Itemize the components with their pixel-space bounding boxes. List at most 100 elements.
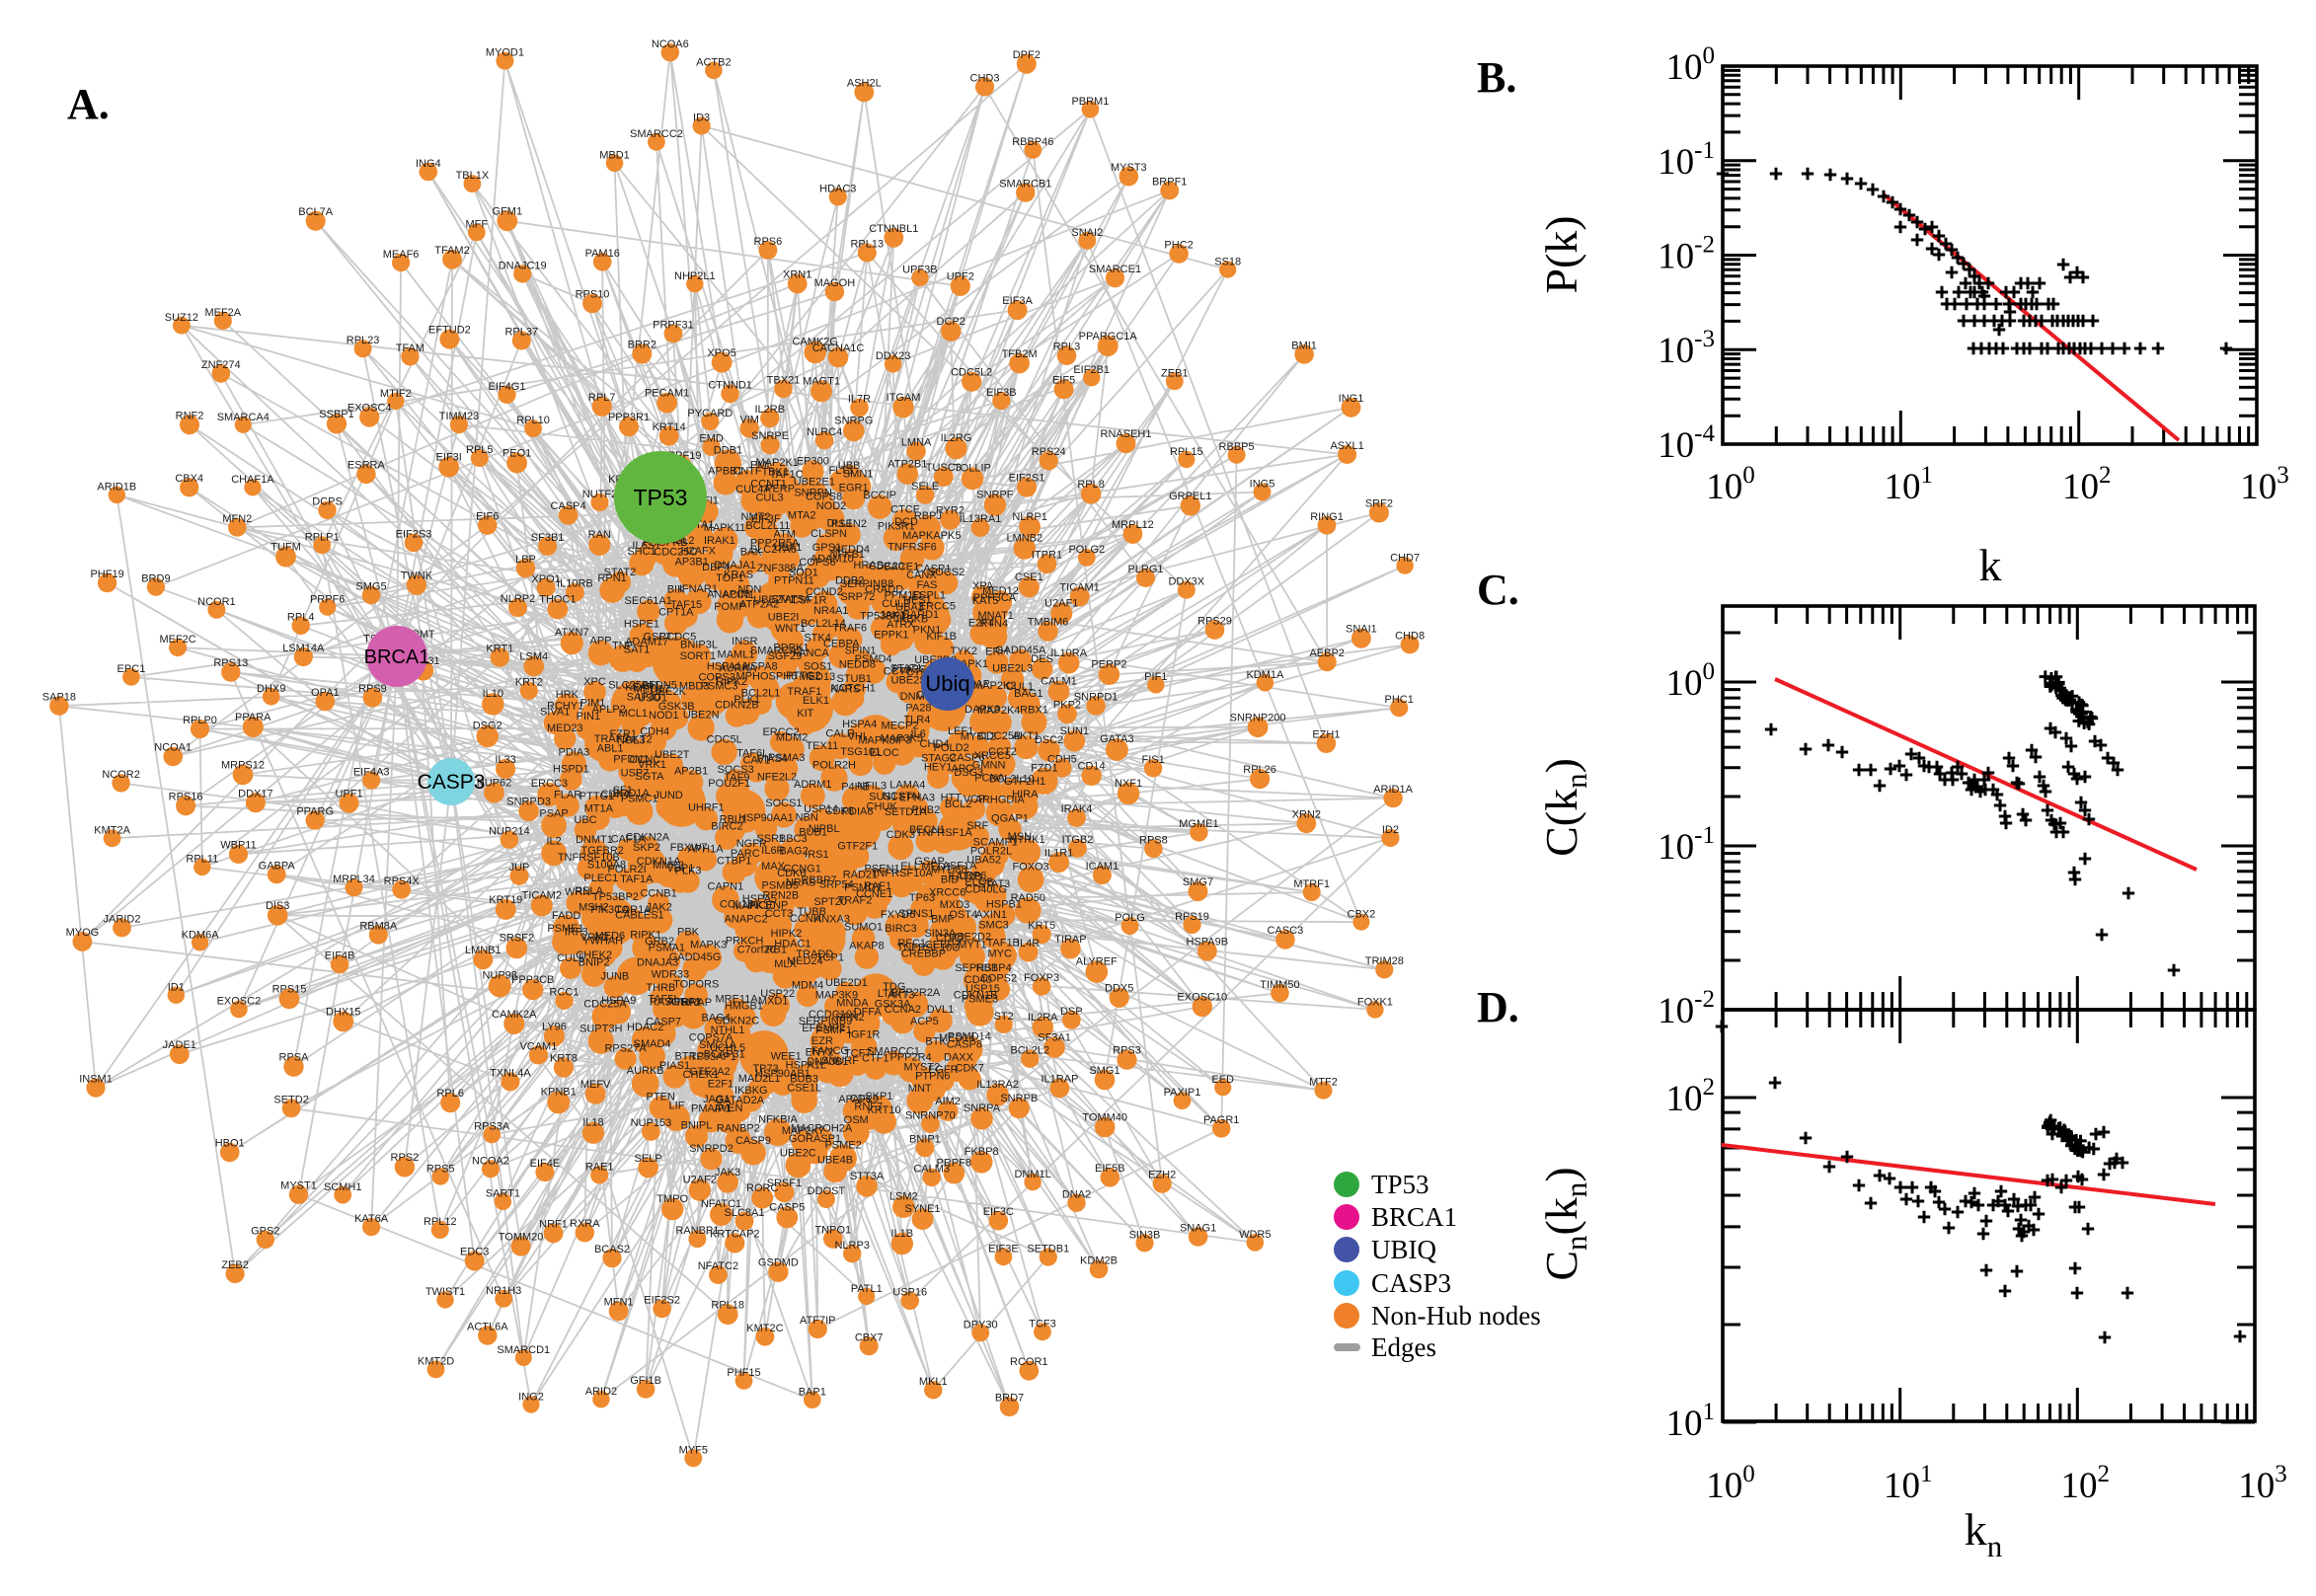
svg-text:DDB2: DDB2 (835, 575, 864, 587)
svg-text:PDPK1: PDPK1 (773, 643, 809, 654)
svg-text:JADE1: JADE1 (163, 1039, 196, 1051)
svg-text:ERO1A: ERO1A (613, 788, 651, 799)
svg-text:IL2RG: IL2RG (941, 432, 972, 444)
svg-text:RCC1: RCC1 (550, 987, 579, 999)
svg-text:EP300: EP300 (797, 455, 829, 467)
svg-text:CALR: CALR (825, 728, 854, 740)
svg-text:MGME1: MGME1 (1179, 818, 1218, 830)
svg-text:EED: EED (1211, 1074, 1234, 1086)
svg-text:TRAF3: TRAF3 (594, 733, 629, 745)
svg-text:NLRC4: NLRC4 (807, 426, 842, 438)
svg-text:COPS8: COPS8 (806, 491, 842, 502)
svg-text:ASXL1: ASXL1 (1330, 440, 1363, 452)
svg-text:SGTA: SGTA (635, 771, 664, 783)
svg-text:RPL10: RPL10 (516, 415, 550, 426)
svg-text:KAT5: KAT5 (972, 595, 999, 607)
svg-text:MYBL2: MYBL2 (961, 730, 996, 742)
svg-text:IL2RA: IL2RA (1028, 1012, 1058, 1024)
svg-text:BAG4: BAG4 (702, 1012, 731, 1024)
svg-text:PAGR1: PAGR1 (1203, 1114, 1239, 1126)
svg-text:ING1: ING1 (1339, 393, 1364, 405)
svg-text:HBO1: HBO1 (215, 1138, 245, 1150)
svg-text:CDC5L2: CDC5L2 (951, 367, 992, 379)
svg-text:XRN1: XRN1 (783, 269, 811, 281)
svg-text:CSE1: CSE1 (1015, 571, 1043, 583)
svg-text:CEBPZ: CEBPZ (925, 939, 962, 950)
svg-text:RPS4X: RPS4X (384, 875, 421, 887)
svg-text:HTT: HTT (941, 792, 963, 803)
svg-text:HEY1: HEY1 (924, 762, 953, 774)
svg-text:DDOST: DDOST (808, 1185, 846, 1197)
svg-text:ANAPC5: ANAPC5 (707, 589, 750, 601)
svg-text:IRF3: IRF3 (565, 927, 588, 939)
svg-text:TAF15: TAF15 (670, 599, 702, 611)
svg-text:SRF2: SRF2 (1365, 498, 1393, 510)
svg-text:KRT19: KRT19 (489, 894, 522, 906)
svg-text:TBL1X: TBL1X (456, 170, 490, 182)
svg-text:TXNL4A: TXNL4A (490, 1068, 531, 1080)
svg-text:GTF2A2: GTF2A2 (689, 1066, 731, 1078)
svg-text:HMGB1: HMGB1 (725, 1000, 763, 1012)
svg-text:PSMA1: PSMA1 (649, 943, 685, 954)
svg-text:LMNB2: LMNB2 (1006, 533, 1042, 545)
svg-text:GSK3B: GSK3B (658, 701, 695, 713)
svg-text:MSN: MSN (1008, 831, 1033, 843)
svg-text:100: 100 (1666, 42, 1716, 88)
svg-text:EIF3I: EIF3I (436, 452, 462, 464)
svg-text:JARID2: JARID2 (104, 914, 141, 926)
svg-text:NLRP2: NLRP2 (501, 593, 535, 605)
svg-text:GPS2: GPS2 (251, 1226, 279, 1238)
svg-text:TOLLIP: TOLLIP (954, 463, 991, 475)
svg-text:CSF1R: CSF1R (791, 595, 826, 607)
svg-text:SHC1: SHC1 (627, 546, 656, 558)
svg-text:WEE1: WEE1 (771, 1051, 802, 1063)
svg-text:SOCS2: SOCS2 (928, 567, 965, 578)
svg-text:NXF1: NXF1 (1115, 778, 1142, 790)
svg-text:AEBP2: AEBP2 (1309, 647, 1344, 659)
svg-text:MAML1: MAML1 (718, 649, 755, 661)
svg-text:CAPN1: CAPN1 (708, 881, 744, 893)
svg-text:MYF5: MYF5 (679, 1444, 708, 1456)
svg-text:MAD2L1: MAD2L1 (738, 1073, 781, 1085)
svg-text:IKBKB: IKBKB (896, 614, 928, 626)
svg-text:COPS2: COPS2 (980, 973, 1017, 985)
svg-text:CCNA2: CCNA2 (885, 1004, 921, 1016)
svg-text:FANCA: FANCA (793, 647, 829, 659)
svg-text:RPN2: RPN2 (835, 1012, 864, 1024)
svg-text:SOS1: SOS1 (804, 660, 832, 672)
svg-text:CAMK2A: CAMK2A (492, 1009, 537, 1021)
svg-text:MTIF2: MTIF2 (380, 388, 412, 400)
svg-text:UBE2T: UBE2T (655, 749, 690, 761)
svg-text:UBE4B: UBE4B (817, 1155, 853, 1167)
svg-text:B.: B. (1477, 53, 1516, 102)
svg-text:DNAJB1: DNAJB1 (807, 1056, 848, 1068)
svg-text:RPS15: RPS15 (272, 983, 307, 995)
svg-text:MFF: MFF (465, 219, 488, 231)
svg-text:UBE2L3: UBE2L3 (992, 663, 1033, 675)
svg-text:DSG3: DSG3 (954, 767, 983, 779)
svg-text:TP53: TP53 (634, 485, 688, 510)
svg-text:VCP: VCP (964, 794, 986, 805)
svg-text:TAF9: TAF9 (724, 772, 749, 784)
svg-text:TNF: TNF (612, 640, 634, 651)
svg-text:UPF2: UPF2 (947, 271, 974, 283)
svg-text:CCNC: CCNC (630, 754, 661, 766)
svg-text:SELE: SELE (911, 481, 939, 493)
svg-text:TFAM2: TFAM2 (434, 245, 469, 257)
svg-text:CHD3: CHD3 (970, 72, 1000, 84)
svg-text:RPL11: RPL11 (186, 854, 218, 866)
svg-text:RBM8A: RBM8A (359, 921, 398, 933)
svg-text:GATAD2A: GATAD2A (715, 1095, 764, 1106)
svg-text:TAF6L: TAF6L (736, 747, 768, 759)
svg-text:PSMD14: PSMD14 (948, 1030, 991, 1042)
svg-text:TSG101: TSG101 (840, 746, 881, 758)
svg-text:CNTF: CNTF (733, 465, 762, 477)
svg-text:IFNAR1: IFNAR1 (679, 583, 718, 595)
svg-text:NMT2: NMT2 (741, 511, 771, 523)
svg-text:WDR5: WDR5 (1239, 1229, 1271, 1241)
svg-text:EIF4A3: EIF4A3 (353, 767, 390, 779)
svg-text:HRAS: HRAS (853, 560, 884, 571)
svg-text:KRTCAP2: KRTCAP2 (710, 1228, 760, 1240)
svg-text:SELP: SELP (635, 1153, 662, 1165)
svg-text:LAMA4: LAMA4 (889, 780, 925, 792)
